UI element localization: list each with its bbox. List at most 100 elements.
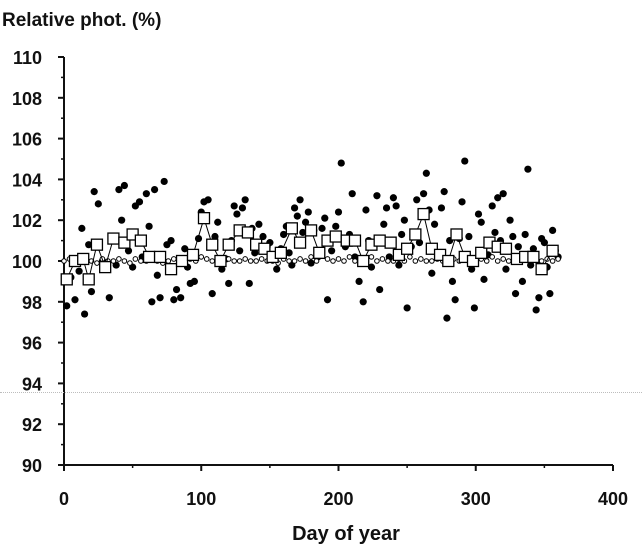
open-circle-point	[538, 258, 545, 264]
x-tick-label: 100	[186, 489, 216, 509]
open-circle-point	[138, 258, 144, 264]
filled-circle-point	[230, 202, 238, 210]
filled-circle-point	[118, 216, 126, 224]
filled-circle-point	[491, 228, 499, 237]
filled-circle-point	[373, 192, 381, 200]
open-circle-point	[297, 256, 303, 262]
open-circle-point	[379, 256, 386, 262]
filled-circle-point	[299, 228, 307, 237]
filled-circle-point	[511, 290, 520, 298]
open-circle-point	[308, 254, 314, 260]
y-tick-label: 102	[12, 211, 42, 231]
filled-circle-point	[448, 277, 457, 285]
filled-circle-point	[419, 190, 428, 198]
open-square-point	[373, 234, 386, 247]
filled-circle-point	[211, 232, 219, 241]
filled-circle-point	[403, 304, 411, 312]
filled-circle-point	[304, 208, 312, 216]
open-circle-point	[132, 256, 139, 262]
filled-circle-point	[351, 253, 359, 261]
filled-circle-point	[181, 245, 189, 253]
filled-circle-point	[389, 194, 397, 202]
filled-circle-point	[124, 247, 133, 255]
y-tick-label: 98	[22, 293, 42, 313]
open-circle-point	[203, 256, 210, 262]
filled-circle-point	[145, 222, 153, 230]
filled-circle-point	[301, 218, 310, 226]
open-circle-point	[302, 258, 309, 264]
filled-circle-point	[293, 212, 301, 220]
filled-circle-point	[153, 271, 161, 279]
open-circle-point	[253, 258, 259, 264]
open-square-point	[197, 212, 211, 225]
open-square-point	[99, 260, 112, 274]
open-circle-point	[313, 258, 320, 264]
open-circle-point	[374, 258, 380, 264]
filled-circle-point	[494, 194, 502, 202]
filled-circle-point	[422, 169, 430, 177]
filled-circle-point	[208, 290, 216, 298]
open-circle-point	[489, 254, 496, 260]
filled-circle-point	[273, 265, 281, 273]
open-square-point	[164, 263, 178, 276]
filled-circle-point	[355, 277, 363, 285]
open-circle-point	[505, 258, 512, 264]
filled-circle-point	[251, 249, 259, 257]
open-circle-point	[341, 258, 347, 264]
open-circle-point	[500, 256, 507, 262]
open-square-point	[118, 236, 131, 249]
filled-circle-point	[115, 186, 123, 194]
open-circle-point	[483, 258, 490, 264]
open-circle-point	[423, 258, 430, 264]
open-square-point	[77, 252, 90, 266]
filled-circle-point	[382, 204, 391, 212]
filled-circle-point	[546, 290, 554, 298]
x-tick-label: 400	[598, 489, 628, 509]
filled-circle-point	[85, 241, 93, 249]
filled-circle-point	[142, 190, 150, 198]
filled-circle-point	[225, 279, 233, 288]
filled-circle-point	[367, 263, 376, 271]
y-tick-label: 104	[12, 170, 42, 190]
filled-circle-point	[245, 279, 253, 288]
scan-artifact-line	[0, 392, 642, 393]
open-square-point	[546, 244, 559, 257]
filled-circle-point	[477, 218, 485, 226]
open-square-point	[527, 250, 540, 264]
filled-circle-point	[233, 210, 241, 218]
filled-circle-point	[307, 259, 315, 267]
filled-circle-point	[465, 232, 473, 241]
open-circle-point	[61, 258, 67, 264]
open-circle-point	[94, 260, 100, 266]
x-tick-label: 200	[323, 489, 353, 509]
open-circle-point	[286, 258, 292, 264]
filled-circle-point	[532, 306, 540, 314]
y-axis-title: Relative phot. (%)	[2, 10, 162, 31]
filled-circle-point	[376, 285, 384, 294]
open-circle-point	[330, 258, 336, 264]
filled-circle-point	[167, 237, 175, 245]
open-circle-point	[258, 256, 265, 262]
open-circle-point	[346, 254, 353, 260]
open-circle-point	[412, 258, 419, 264]
filled-circle-point	[518, 277, 527, 285]
open-circle-point	[549, 258, 556, 264]
filled-circle-point	[238, 204, 247, 212]
filled-circle-point	[470, 304, 478, 312]
filled-circle-point	[524, 165, 532, 173]
filled-circle-point	[204, 196, 212, 204]
filled-circle-point	[285, 249, 293, 257]
filled-circle-point	[218, 265, 226, 273]
open-square-point	[535, 263, 548, 276]
filled-circle-point	[156, 294, 164, 302]
filled-circle-point	[90, 188, 98, 196]
open-square-point	[329, 230, 342, 243]
open-circle-point	[247, 258, 254, 264]
filled-circle-point	[488, 202, 496, 210]
filled-circle-point	[398, 230, 406, 239]
filled-circle-point	[94, 200, 102, 208]
filled-circle-point	[135, 198, 144, 206]
y-tick-label: 100	[12, 252, 42, 272]
filled-circle-point	[80, 310, 89, 318]
